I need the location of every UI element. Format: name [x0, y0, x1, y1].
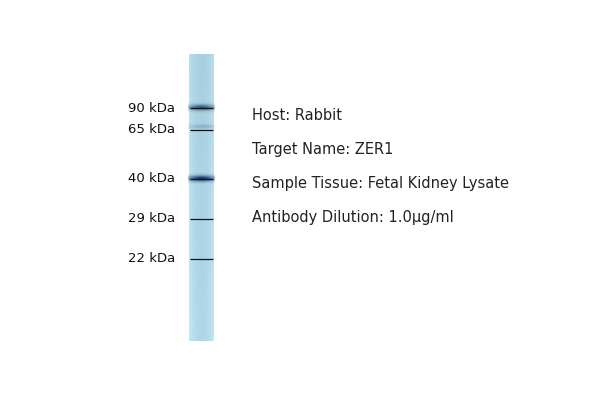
- Text: 90 kDa: 90 kDa: [128, 102, 175, 114]
- Text: Antibody Dilution: 1.0µg/ml: Antibody Dilution: 1.0µg/ml: [252, 210, 454, 225]
- Text: Sample Tissue: Fetal Kidney Lysate: Sample Tissue: Fetal Kidney Lysate: [252, 176, 509, 191]
- Text: 65 kDa: 65 kDa: [128, 123, 175, 136]
- Text: Host: Rabbit: Host: Rabbit: [252, 108, 342, 123]
- Text: 40 kDa: 40 kDa: [128, 172, 175, 186]
- Text: 22 kDa: 22 kDa: [128, 252, 175, 266]
- Text: Target Name: ZER1: Target Name: ZER1: [252, 142, 393, 157]
- Text: 29 kDa: 29 kDa: [128, 212, 175, 226]
